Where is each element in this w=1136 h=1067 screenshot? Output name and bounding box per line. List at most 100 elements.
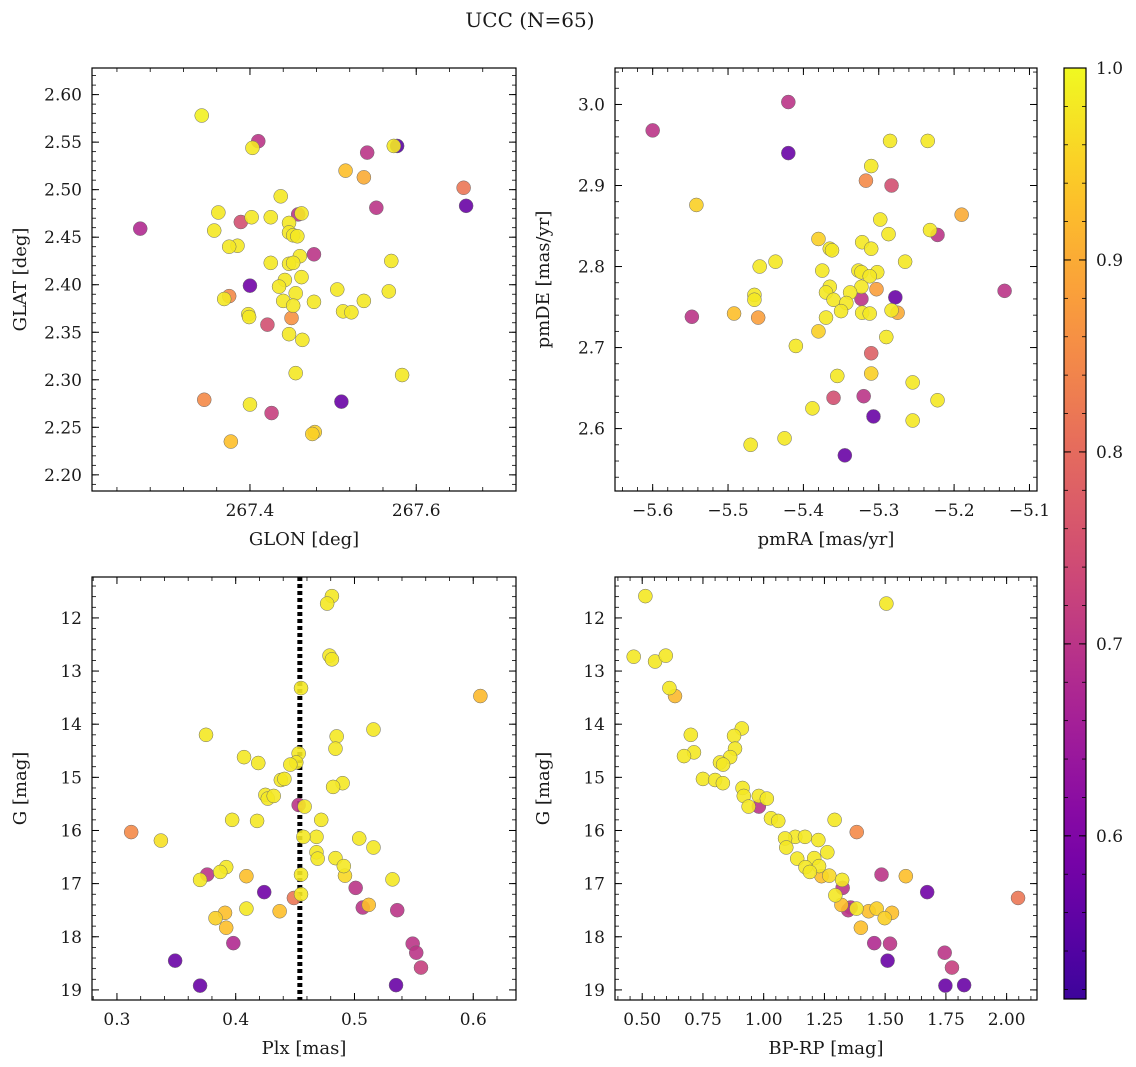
bprp-g-ytick-label: 18	[583, 928, 605, 948]
pmra-pmde-point	[881, 226, 896, 242]
glon-glat-ytick-label: 2.35	[44, 323, 82, 343]
pmra-pmde-point	[788, 338, 804, 354]
pmra-pmde-xtick-label: −5.6	[632, 501, 673, 521]
pmra-pmde-point	[811, 324, 826, 339]
glon-glat-point	[334, 394, 349, 409]
pmra-pmde-point	[863, 366, 879, 381]
bprp-g-point	[676, 748, 692, 764]
bprp-g-ytick-label: 14	[583, 715, 605, 735]
glon-glat-point	[285, 298, 301, 313]
plx-g-point	[310, 851, 325, 866]
plx-g-point	[123, 824, 139, 840]
glon-glat-point	[456, 180, 471, 196]
bprp-g-point	[715, 757, 731, 772]
bprp-g-point	[938, 978, 953, 993]
pmra-pmde-point	[818, 310, 834, 325]
pmra-pmde-point	[805, 401, 820, 416]
pmra-pmde-point	[837, 448, 853, 463]
pmra-pmde-point	[750, 310, 766, 325]
pmra-pmde-xtick-label: −5.3	[858, 501, 899, 521]
glon-glat-axes-frame	[91, 67, 517, 492]
bprp-g-point	[662, 680, 677, 696]
glon-glat-point	[223, 434, 239, 449]
glon-glat-point	[244, 209, 259, 225]
plx-g-point	[351, 831, 367, 846]
pmra-pmde-point	[752, 259, 767, 274]
glon-glat-ticks: 267.4 267.6 2.20 2.25 2.30 2.35 2.40 2.45 2.50 2.…	[44, 68, 517, 521]
plx-g-point	[389, 902, 405, 918]
figure-title: UCC (N=65)	[465, 8, 594, 32]
pmra-pmde-point	[824, 243, 840, 258]
pmra-pmde-point	[856, 388, 871, 404]
bprp-g-xtick-label: 1.25	[805, 1010, 843, 1030]
plx-g-point	[297, 799, 312, 814]
glon-glat-point	[284, 310, 299, 326]
glon-glat-point	[359, 145, 375, 160]
plx-g-point	[167, 953, 183, 968]
pmra-pmde-points	[645, 94, 1012, 463]
plx-g-xlabel: Plx [mas]	[262, 1038, 347, 1059]
bprp-g-xtick-label: 1.75	[927, 1010, 965, 1030]
colorbar-tick-label: 0.9	[1096, 251, 1123, 271]
glon-glat-point	[330, 282, 345, 297]
plx-g-panel: 0.3 0.4 0.5 0.6 12 13 14 15 16 17 18 19 Plx [mas] G […	[10, 576, 517, 1059]
bprp-g-point	[695, 771, 711, 787]
plx-g-point	[218, 920, 234, 935]
glon-glat-ytick-label: 2.20	[44, 466, 82, 486]
plx-g-point	[236, 749, 252, 765]
bprp-g-point	[658, 648, 674, 663]
bprp-g-point	[828, 888, 843, 903]
pmra-pmde-point	[743, 437, 758, 453]
pmra-pmde-point	[833, 303, 849, 319]
glon-glat-point	[384, 253, 399, 269]
bprp-g-point	[726, 728, 742, 744]
bprp-g-point	[802, 864, 818, 880]
plx-g-point	[239, 868, 254, 884]
pmra-pmde-xtick-label: −5.4	[783, 501, 824, 521]
plx-g-point	[277, 771, 292, 787]
bprp-g-xtick-label: 0.75	[684, 1010, 722, 1030]
pmra-pmde-point	[811, 231, 826, 247]
glon-glat-point	[294, 206, 309, 221]
bprp-g-ylabel: G [mag]	[533, 752, 554, 825]
bprp-g-point	[797, 829, 813, 845]
bprp-g-point	[853, 920, 869, 935]
pmra-pmde-point	[954, 207, 969, 222]
plx-g-point	[388, 977, 404, 993]
glon-glat-point	[356, 293, 372, 309]
plx-g-point	[319, 596, 335, 611]
plx-g-xtick-label: 0.6	[460, 1010, 487, 1030]
pmra-pmde-point	[930, 392, 945, 408]
glon-glat-ytick-label: 2.55	[44, 133, 82, 153]
bprp-g-ytick-label: 13	[583, 662, 605, 682]
pmra-pmde-xtick-label: −5.2	[933, 501, 974, 521]
colorbar-tick-label: 1.0	[1096, 59, 1123, 79]
glon-glat-point	[285, 255, 301, 271]
plx-g-xtick-label: 0.3	[103, 1010, 130, 1030]
plx-g-point	[313, 812, 329, 828]
bprp-g-ytick-label: 12	[583, 609, 605, 629]
bprp-g-point	[626, 649, 641, 664]
plx-g-ytick-label: 14	[60, 715, 82, 735]
pmra-pmde-xtick-label: −5.5	[707, 501, 748, 521]
glon-glat-point	[288, 365, 303, 381]
glon-glat-ytick-label: 2.25	[44, 418, 82, 438]
bprp-g-point	[638, 588, 653, 604]
plx-g-point	[324, 652, 340, 667]
plx-g-point	[198, 727, 214, 743]
glon-glat-point	[386, 138, 402, 154]
glon-glat-ytick-label: 2.30	[44, 371, 82, 391]
plx-g-point	[328, 741, 343, 756]
plx-g-point	[256, 884, 272, 900]
bprp-g-point	[1010, 890, 1026, 906]
plx-g-point	[283, 757, 298, 772]
plx-g-point	[153, 833, 169, 848]
plx-g-point	[272, 904, 287, 919]
plx-g-ytick-label: 13	[60, 662, 82, 682]
glon-glat-ytick-label: 2.60	[44, 86, 82, 106]
glon-glat-point	[306, 294, 322, 310]
bprp-g-point	[880, 953, 895, 968]
colorbar-tick-label: 0.6	[1096, 827, 1123, 847]
bprp-g-point	[741, 799, 756, 814]
